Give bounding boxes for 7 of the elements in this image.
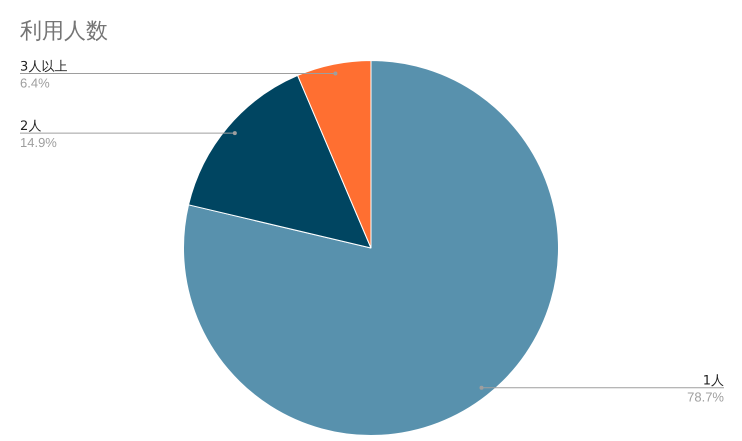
- slice-label: 1人: [702, 374, 724, 389]
- data-label: 6.4%: [20, 75, 50, 90]
- data-label: 78.7%: [687, 390, 724, 405]
- data-label: 14.9%: [20, 135, 58, 150]
- slice-label: 3人以上: [20, 59, 68, 74]
- slice-label: 2人: [20, 119, 42, 134]
- chart-title: 利用人数: [20, 19, 108, 44]
